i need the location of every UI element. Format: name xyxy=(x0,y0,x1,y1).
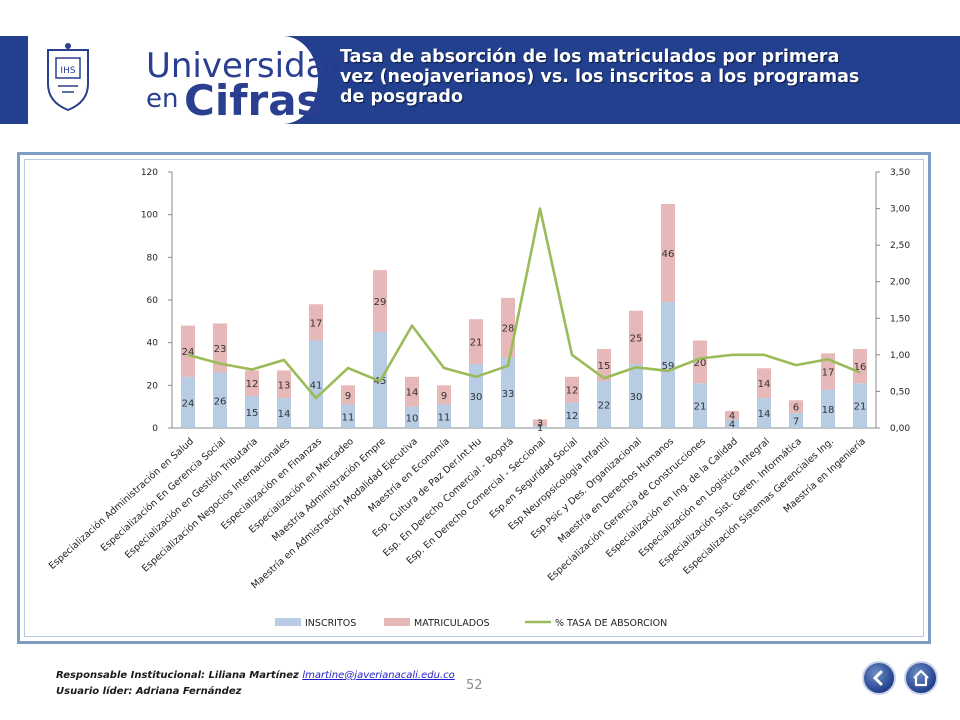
home-button[interactable] xyxy=(904,661,938,695)
footer-responsible: Responsable Institucional: Liliana Martí… xyxy=(56,670,455,681)
footer-user: Usuario líder: Adriana Fernández xyxy=(56,686,242,697)
svg-text:IHS: IHS xyxy=(60,66,75,76)
brand-panel: IHS Universidad en Cifras xyxy=(28,36,348,125)
home-icon xyxy=(913,669,929,687)
brand-title-en: en xyxy=(146,84,179,114)
brand-title-line1: Universidad xyxy=(146,46,349,86)
footer-responsible-label: Responsable Institucional: Liliana Martí… xyxy=(56,670,299,681)
chart-inner-border xyxy=(24,159,924,637)
footer-email-link[interactable]: lmartine@javerianacali.edu.co xyxy=(302,670,455,681)
brand-title-cifras: Cifras xyxy=(184,76,322,125)
back-button[interactable] xyxy=(862,661,896,695)
header-band: IHS Universidad en Cifras Tasa de absorc… xyxy=(0,36,960,125)
page-number: 52 xyxy=(466,678,483,693)
seal-icon: IHS xyxy=(47,43,89,112)
page-title: Tasa de absorción de los matriculados po… xyxy=(340,47,860,107)
arrow-left-icon xyxy=(872,670,883,686)
chart-frame xyxy=(17,152,931,644)
